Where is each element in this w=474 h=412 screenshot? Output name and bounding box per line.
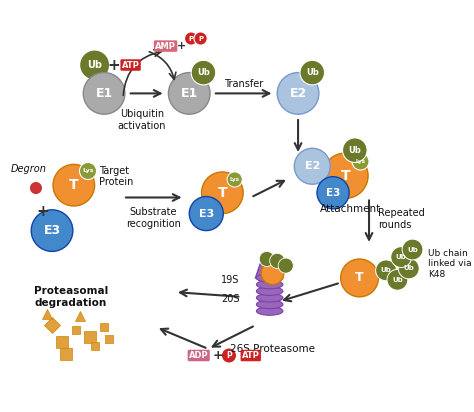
Text: Lys: Lys — [230, 177, 240, 182]
Ellipse shape — [256, 287, 283, 295]
Text: Ubiquitin
activation: Ubiquitin activation — [118, 110, 166, 131]
Circle shape — [391, 247, 411, 267]
Text: Attachment: Attachment — [319, 204, 381, 214]
Circle shape — [29, 181, 43, 194]
Text: Repeated
rounds: Repeated rounds — [378, 208, 425, 230]
Circle shape — [375, 260, 396, 281]
Circle shape — [31, 210, 73, 251]
Ellipse shape — [256, 300, 283, 309]
Circle shape — [221, 348, 237, 363]
Text: AMP: AMP — [155, 42, 176, 51]
Circle shape — [278, 258, 293, 273]
Text: Ub: Ub — [348, 146, 361, 154]
Text: T: T — [69, 178, 79, 192]
Text: Ub: Ub — [392, 277, 403, 283]
Text: P: P — [226, 351, 232, 360]
Circle shape — [398, 258, 419, 279]
Text: Ub: Ub — [381, 267, 392, 273]
Text: Ub: Ub — [87, 60, 102, 70]
Circle shape — [300, 60, 325, 85]
Circle shape — [184, 32, 198, 45]
Text: ADP: ADP — [189, 351, 209, 360]
Text: ATP: ATP — [242, 351, 260, 360]
Text: Ub: Ub — [407, 246, 418, 253]
Ellipse shape — [256, 293, 283, 302]
Text: E2: E2 — [290, 87, 307, 100]
Text: Ub: Ub — [197, 68, 210, 77]
Text: T: T — [340, 169, 350, 183]
Text: Ub: Ub — [396, 254, 407, 260]
Text: +: + — [212, 349, 223, 362]
Circle shape — [189, 197, 223, 231]
Circle shape — [194, 32, 207, 45]
Text: Lys: Lys — [82, 169, 94, 173]
Circle shape — [343, 138, 367, 162]
Text: E1: E1 — [181, 87, 198, 100]
Text: Ub: Ub — [403, 265, 414, 272]
Polygon shape — [255, 254, 284, 283]
Text: Transfer: Transfer — [225, 79, 264, 89]
Circle shape — [259, 251, 274, 267]
Circle shape — [168, 73, 210, 114]
Text: T: T — [218, 186, 227, 200]
Circle shape — [323, 153, 368, 199]
Text: Proteasomal
degradation: Proteasomal degradation — [34, 286, 108, 308]
Circle shape — [80, 50, 110, 80]
Text: E3: E3 — [326, 188, 340, 198]
Circle shape — [317, 177, 349, 209]
Text: Target
Protein: Target Protein — [100, 166, 134, 187]
Text: 20S: 20S — [221, 294, 239, 304]
Circle shape — [270, 253, 285, 269]
Ellipse shape — [256, 280, 283, 289]
Text: Ub chain
linked via
K48: Ub chain linked via K48 — [428, 249, 471, 279]
Text: E3: E3 — [44, 224, 61, 237]
Text: +: + — [177, 41, 186, 51]
Text: +: + — [36, 204, 49, 219]
Text: P: P — [198, 35, 203, 42]
Circle shape — [201, 172, 243, 213]
Ellipse shape — [256, 307, 283, 315]
Circle shape — [80, 162, 97, 180]
Circle shape — [83, 73, 125, 114]
Circle shape — [261, 262, 284, 285]
Circle shape — [53, 164, 95, 206]
Circle shape — [227, 172, 242, 187]
Text: E3: E3 — [199, 208, 214, 219]
Circle shape — [341, 259, 378, 297]
Ellipse shape — [256, 274, 283, 282]
Circle shape — [402, 239, 423, 260]
Circle shape — [352, 153, 369, 170]
Text: E1: E1 — [95, 87, 113, 100]
Text: 26S Proteasome: 26S Proteasome — [230, 344, 315, 354]
Circle shape — [387, 269, 408, 290]
Text: Ub: Ub — [306, 68, 319, 77]
Text: T: T — [355, 272, 364, 284]
Text: +: + — [107, 58, 120, 73]
Text: E2: E2 — [305, 161, 320, 171]
Text: 19S: 19S — [221, 275, 239, 285]
Text: P: P — [189, 35, 194, 42]
Text: ATP: ATP — [122, 61, 139, 70]
Text: Substrate
recognition: Substrate recognition — [126, 207, 181, 229]
Circle shape — [277, 73, 319, 114]
Circle shape — [191, 60, 216, 85]
Text: Lys: Lys — [356, 159, 365, 164]
Circle shape — [294, 148, 330, 184]
Text: Degron: Degron — [10, 164, 46, 174]
